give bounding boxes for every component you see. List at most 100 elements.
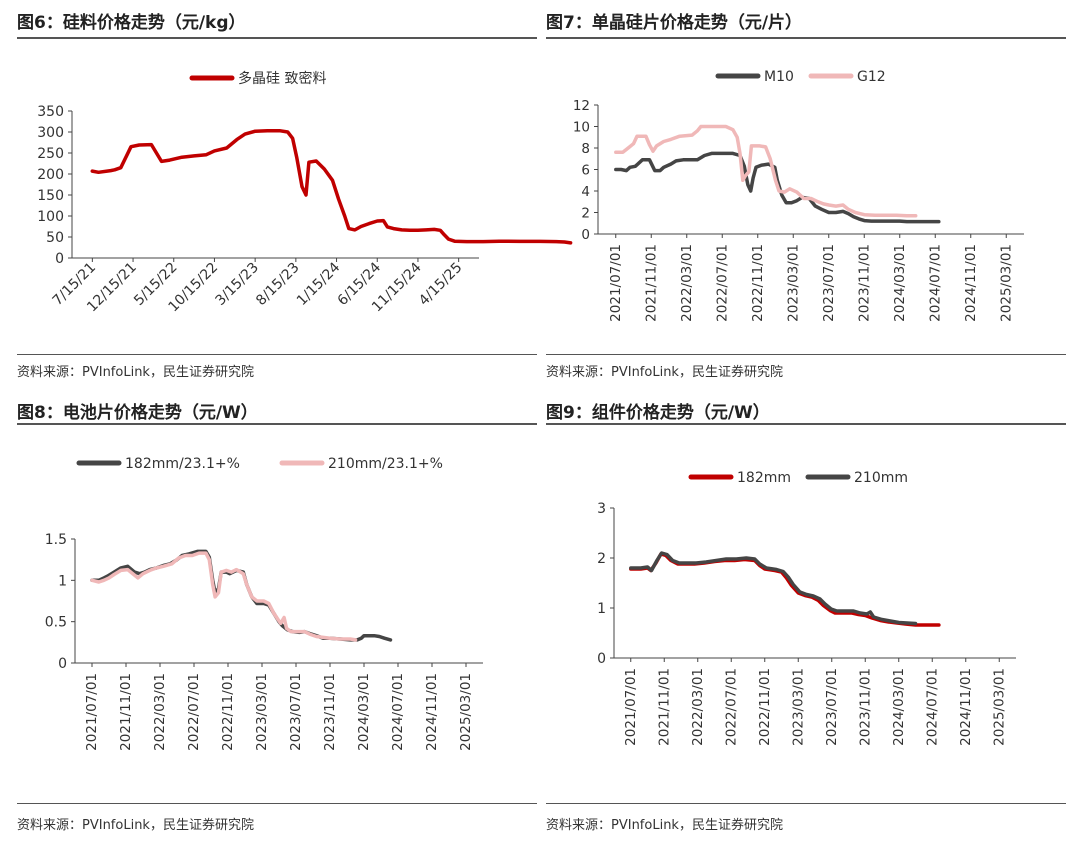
x-tick-label: 2022/03/01 xyxy=(679,244,695,322)
chart-wafer-price: 0 2 4 6 8 10 12 2021/07/01 2021/11/01 2022/03/01 2… xyxy=(573,69,1024,322)
source-divider xyxy=(17,803,537,804)
series-line-1 xyxy=(614,151,941,224)
x-tick-label: 2021/07/01 xyxy=(623,668,639,746)
x-tick-label: 2023/11/01 xyxy=(856,244,872,322)
title-divider xyxy=(17,423,537,425)
y-tick-label: 0 xyxy=(55,251,64,267)
x-tick-label: 3/15/23 xyxy=(212,260,261,309)
y-tick-label: 0.5 xyxy=(45,615,67,631)
y-tick-label: 1 xyxy=(58,573,67,589)
x-tick-label: 1/15/24 xyxy=(294,259,344,309)
y-tick-label: 12 xyxy=(573,98,590,114)
x-tick-label: 2025/03/01 xyxy=(458,673,474,751)
x-tick-label: 2024/03/01 xyxy=(891,668,907,746)
legend-label: 182mm/23.1+% xyxy=(125,456,240,472)
y-tick-label: 100 xyxy=(37,209,64,225)
panel-cell: 图8：电池片价格走势（元/W） 0 0.5 1 1.5 2021/07/01 2021/1… xyxy=(17,398,537,838)
x-tick-label: 2021/07/01 xyxy=(84,673,100,751)
x-tick-label: 2021/11/01 xyxy=(643,244,659,322)
y-tick-label: 1.5 xyxy=(45,532,67,548)
y-tick-label: 0 xyxy=(58,656,67,672)
y-tick-label: 8 xyxy=(581,141,590,157)
figure-title: 图9：组件价格走势（元/W） xyxy=(546,403,770,423)
x-tick-label: 2021/07/01 xyxy=(608,244,624,322)
series-line-1 xyxy=(90,128,573,245)
x-tick-label: 2023/07/01 xyxy=(821,244,837,322)
legend-label: 210mm xyxy=(854,470,908,486)
y-tick-label: 0 xyxy=(581,227,590,243)
source-note: 资料来源：PVInfoLink，民生证券研究院 xyxy=(17,365,254,380)
y-tick-label: 4 xyxy=(581,184,590,200)
source-note: 资料来源：PVInfoLink，民生证券研究院 xyxy=(546,365,783,380)
figure-title: 图8：电池片价格走势（元/W） xyxy=(17,403,258,423)
y-tick-label: 350 xyxy=(37,104,64,120)
legend-label: 182mm xyxy=(737,470,791,486)
y-tick-label: 150 xyxy=(37,188,64,204)
x-tick-label: 2021/11/01 xyxy=(656,668,672,746)
x-tick-label: 2025/03/01 xyxy=(991,668,1007,746)
source-divider xyxy=(546,354,1066,355)
x-tick-label: 2024/07/01 xyxy=(924,668,940,746)
figure-title: 图6：硅料价格走势（元/kg） xyxy=(17,13,246,33)
x-tick-label: 2023/11/01 xyxy=(322,673,338,751)
series-line-2 xyxy=(629,551,918,626)
legend-label: M10 xyxy=(764,69,794,85)
x-tick-label: 2022/07/01 xyxy=(186,673,202,751)
x-tick-label: 2023/03/01 xyxy=(790,668,806,746)
x-tick-label: 4/15/25 xyxy=(416,260,465,309)
source-divider xyxy=(17,354,537,355)
panel-wafer: 图7：单晶硅片价格走势（元/片） 0 2 4 6 8 10 12 2021/07/01 2021… xyxy=(546,8,1066,388)
x-tick-label: 2022/07/01 xyxy=(714,244,730,322)
x-tick-label: 2025/03/01 xyxy=(998,244,1014,322)
source-note: 资料来源：PVInfoLink，民生证券研究院 xyxy=(546,818,783,833)
x-tick-label: 2022/11/01 xyxy=(757,668,773,746)
x-tick-label: 2022/07/01 xyxy=(723,668,739,746)
series-line-2 xyxy=(90,551,358,642)
y-tick-label: 3 xyxy=(597,501,606,517)
x-tick-label: 2024/07/01 xyxy=(927,244,943,322)
y-tick-label: 1 xyxy=(597,601,606,617)
chart-cell-price: 0 0.5 1 1.5 2021/07/01 2021/11/01 2022/03/01 20… xyxy=(45,456,483,751)
x-tick-label: 2023/07/01 xyxy=(288,673,304,751)
chart-polysilicon-price: 0501001502002503003507/15/2112/15/215/15… xyxy=(37,70,573,315)
chart-module-price: 0 1 2 3 2021/07/01 2021/11/01 2022/03/01 2022/0… xyxy=(597,470,1016,746)
x-tick-label: 2024/11/01 xyxy=(963,244,979,322)
x-tick-label: 2022/11/01 xyxy=(220,673,236,751)
panel-module: 图9：组件价格走势（元/W） 0 1 2 3 2021/07/01 2021/11/01 2… xyxy=(546,398,1066,838)
title-divider xyxy=(546,37,1066,39)
y-tick-label: 250 xyxy=(37,146,64,162)
y-tick-label: 6 xyxy=(581,163,590,179)
y-tick-label: 2 xyxy=(581,206,590,222)
title-divider xyxy=(546,423,1066,425)
figure-title: 图7：单晶硅片价格走势（元/片） xyxy=(546,13,803,33)
x-tick-label: 8/15/23 xyxy=(253,260,302,309)
y-tick-label: 200 xyxy=(37,167,64,183)
y-tick-label: 300 xyxy=(37,125,64,141)
x-tick-label: 2022/03/01 xyxy=(152,673,168,751)
x-tick-label: 2024/11/01 xyxy=(424,673,440,751)
x-tick-label: 2024/03/01 xyxy=(356,673,372,751)
x-tick-label: 2024/07/01 xyxy=(390,673,406,751)
x-tick-label: 2023/03/01 xyxy=(254,673,270,751)
x-tick-label: 2022/03/01 xyxy=(690,668,706,746)
y-tick-label: 50 xyxy=(46,230,64,246)
source-note: 资料来源：PVInfoLink，民生证券研究院 xyxy=(17,818,254,833)
legend-label: G12 xyxy=(857,69,886,85)
x-tick-label: 2022/11/01 xyxy=(750,244,766,322)
x-tick-label: 2023/07/01 xyxy=(824,668,840,746)
x-tick-label: 2024/03/01 xyxy=(892,244,908,322)
legend-label: 多晶硅 致密料 xyxy=(238,70,326,87)
y-tick-label: 2 xyxy=(597,551,606,567)
x-tick-label: 2024/11/01 xyxy=(958,668,974,746)
y-tick-label: 0 xyxy=(597,651,606,667)
legend-label: 210mm/23.1+% xyxy=(328,456,443,472)
x-tick-label: 2021/11/01 xyxy=(118,673,134,751)
source-divider xyxy=(546,803,1066,804)
series-line-2 xyxy=(614,124,918,218)
panel-polysilicon: 图6：硅料价格走势（元/kg） 0 50 100 150 200 250 300 350 7/1… xyxy=(17,8,573,388)
title-divider xyxy=(17,37,537,39)
y-tick-label: 10 xyxy=(573,120,590,136)
series-line-1 xyxy=(90,549,393,642)
x-tick-label: 2023/03/01 xyxy=(785,244,801,322)
series-line-1 xyxy=(629,552,941,627)
